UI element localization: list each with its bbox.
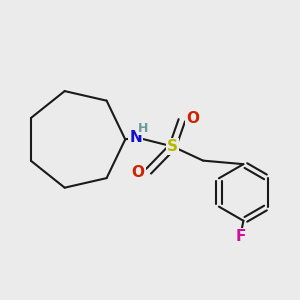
Text: S: S bbox=[167, 139, 178, 154]
Text: O: O bbox=[131, 165, 145, 180]
Text: N: N bbox=[130, 130, 142, 145]
Text: H: H bbox=[138, 122, 148, 135]
Text: F: F bbox=[236, 229, 247, 244]
Text: O: O bbox=[186, 111, 199, 126]
